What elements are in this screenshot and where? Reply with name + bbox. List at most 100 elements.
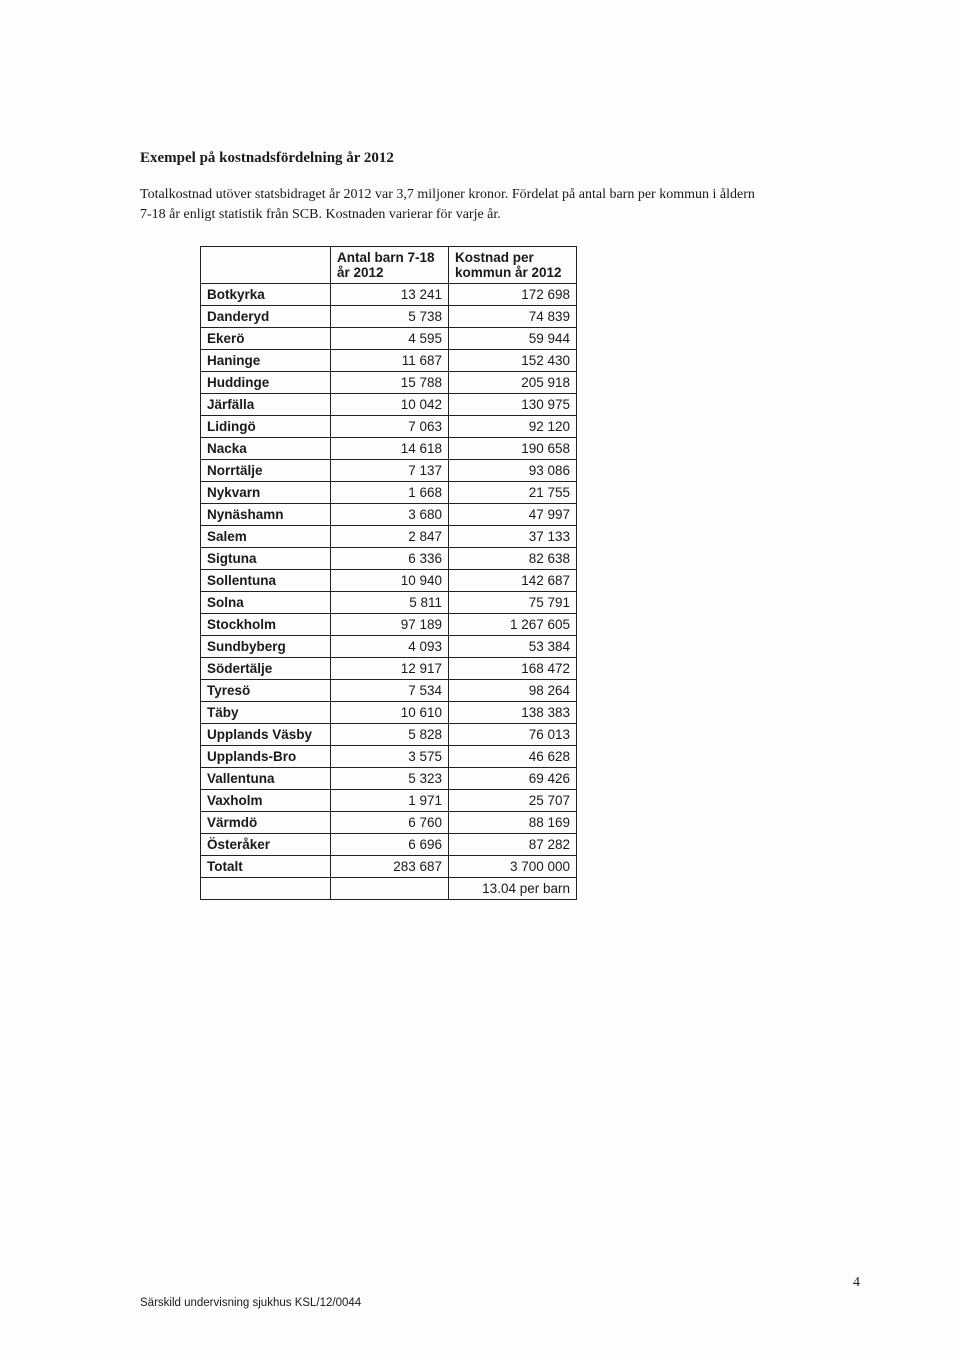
municipality-name: Sundbyberg bbox=[201, 636, 331, 658]
table-row: Tyresö7 53498 264 bbox=[201, 680, 577, 702]
children-count: 4 595 bbox=[331, 328, 449, 350]
document-title: Exempel på kostnadsfördelning år 2012 bbox=[140, 150, 820, 167]
cost-value: 138 383 bbox=[449, 702, 577, 724]
municipality-name: Järfälla bbox=[201, 394, 331, 416]
per-barn-value: 13.04 per barn bbox=[449, 878, 577, 900]
total-cost: 3 700 000 bbox=[449, 856, 577, 878]
cost-value: 92 120 bbox=[449, 416, 577, 438]
municipality-name: Nynäshamn bbox=[201, 504, 331, 526]
table-row: Sundbyberg4 09353 384 bbox=[201, 636, 577, 658]
municipality-name: Solna bbox=[201, 592, 331, 614]
cost-value: 190 658 bbox=[449, 438, 577, 460]
municipality-name: Nacka bbox=[201, 438, 331, 460]
empty-cell bbox=[201, 878, 331, 900]
cost-value: 130 975 bbox=[449, 394, 577, 416]
cost-value: 93 086 bbox=[449, 460, 577, 482]
children-count: 4 093 bbox=[331, 636, 449, 658]
municipality-name: Haninge bbox=[201, 350, 331, 372]
table-row: Danderyd5 73874 839 bbox=[201, 306, 577, 328]
children-count: 12 917 bbox=[331, 658, 449, 680]
children-count: 2 847 bbox=[331, 526, 449, 548]
cost-value: 172 698 bbox=[449, 284, 577, 306]
children-count: 6 760 bbox=[331, 812, 449, 834]
table-row: Nynäshamn3 68047 997 bbox=[201, 504, 577, 526]
municipality-name: Södertälje bbox=[201, 658, 331, 680]
table-row: Huddinge15 788205 918 bbox=[201, 372, 577, 394]
municipality-name: Salem bbox=[201, 526, 331, 548]
children-count: 5 738 bbox=[331, 306, 449, 328]
cost-value: 47 997 bbox=[449, 504, 577, 526]
children-count: 6 336 bbox=[331, 548, 449, 570]
table-row: Ekerö4 59559 944 bbox=[201, 328, 577, 350]
table-row: Botkyrka13 241172 698 bbox=[201, 284, 577, 306]
cost-value: 1 267 605 bbox=[449, 614, 577, 636]
cost-value: 98 264 bbox=[449, 680, 577, 702]
table-row: Stockholm97 1891 267 605 bbox=[201, 614, 577, 636]
table-row: Haninge11 687152 430 bbox=[201, 350, 577, 372]
cost-value: 37 133 bbox=[449, 526, 577, 548]
municipality-name: Vaxholm bbox=[201, 790, 331, 812]
per-barn-row: 13.04 per barn bbox=[201, 878, 577, 900]
municipality-name: Botkyrka bbox=[201, 284, 331, 306]
table-row: Upplands Väsby5 82876 013 bbox=[201, 724, 577, 746]
children-count: 5 828 bbox=[331, 724, 449, 746]
table-row: Lidingö7 06392 120 bbox=[201, 416, 577, 438]
municipality-name: Vallentuna bbox=[201, 768, 331, 790]
children-count: 5 811 bbox=[331, 592, 449, 614]
municipality-name: Lidingö bbox=[201, 416, 331, 438]
table-row: Vallentuna5 32369 426 bbox=[201, 768, 577, 790]
table-row: Solna5 81175 791 bbox=[201, 592, 577, 614]
municipality-name: Nykvarn bbox=[201, 482, 331, 504]
cost-value: 75 791 bbox=[449, 592, 577, 614]
children-count: 6 696 bbox=[331, 834, 449, 856]
header-empty bbox=[201, 247, 331, 284]
footer-text: Särskild undervisning sjukhus KSL/12/004… bbox=[140, 1297, 860, 1309]
children-count: 10 610 bbox=[331, 702, 449, 724]
children-count: 1 668 bbox=[331, 482, 449, 504]
children-count: 97 189 bbox=[331, 614, 449, 636]
municipality-name: Sollentuna bbox=[201, 570, 331, 592]
cost-value: 88 169 bbox=[449, 812, 577, 834]
total-label: Totalt bbox=[201, 856, 331, 878]
document-intro: Totalkostnad utöver statsbidraget år 201… bbox=[140, 185, 760, 224]
table-row: Värmdö6 76088 169 bbox=[201, 812, 577, 834]
children-count: 10 042 bbox=[331, 394, 449, 416]
table-row: Upplands-Bro3 57546 628 bbox=[201, 746, 577, 768]
total-count: 283 687 bbox=[331, 856, 449, 878]
table-row: Salem2 84737 133 bbox=[201, 526, 577, 548]
page-number: 4 bbox=[140, 1275, 860, 1291]
cost-value: 46 628 bbox=[449, 746, 577, 768]
children-count: 7 534 bbox=[331, 680, 449, 702]
municipality-name: Ekerö bbox=[201, 328, 331, 350]
cost-value: 21 755 bbox=[449, 482, 577, 504]
total-row: Totalt283 6873 700 000 bbox=[201, 856, 577, 878]
table-row: Norrtälje7 13793 086 bbox=[201, 460, 577, 482]
children-count: 14 618 bbox=[331, 438, 449, 460]
children-count: 7 137 bbox=[331, 460, 449, 482]
cost-value: 59 944 bbox=[449, 328, 577, 350]
table-row: Vaxholm1 97125 707 bbox=[201, 790, 577, 812]
table-row: Sigtuna6 33682 638 bbox=[201, 548, 577, 570]
municipality-name: Stockholm bbox=[201, 614, 331, 636]
cost-table: Antal barn 7-18 år 2012 Kostnad per komm… bbox=[200, 246, 577, 900]
cost-value: 205 918 bbox=[449, 372, 577, 394]
municipality-name: Tyresö bbox=[201, 680, 331, 702]
children-count: 11 687 bbox=[331, 350, 449, 372]
children-count: 1 971 bbox=[331, 790, 449, 812]
table-row: Sollentuna10 940142 687 bbox=[201, 570, 577, 592]
cost-value: 76 013 bbox=[449, 724, 577, 746]
children-count: 7 063 bbox=[331, 416, 449, 438]
municipality-name: Huddinge bbox=[201, 372, 331, 394]
cost-value: 142 687 bbox=[449, 570, 577, 592]
municipality-name: Sigtuna bbox=[201, 548, 331, 570]
municipality-name: Upplands-Bro bbox=[201, 746, 331, 768]
table-row: Nacka14 618190 658 bbox=[201, 438, 577, 460]
header-cost: Kostnad per kommun år 2012 bbox=[449, 247, 577, 284]
empty-cell bbox=[331, 878, 449, 900]
children-count: 13 241 bbox=[331, 284, 449, 306]
cost-value: 69 426 bbox=[449, 768, 577, 790]
table-row: Södertälje12 917168 472 bbox=[201, 658, 577, 680]
header-count: Antal barn 7-18 år 2012 bbox=[331, 247, 449, 284]
table-row: Österåker6 69687 282 bbox=[201, 834, 577, 856]
cost-value: 152 430 bbox=[449, 350, 577, 372]
